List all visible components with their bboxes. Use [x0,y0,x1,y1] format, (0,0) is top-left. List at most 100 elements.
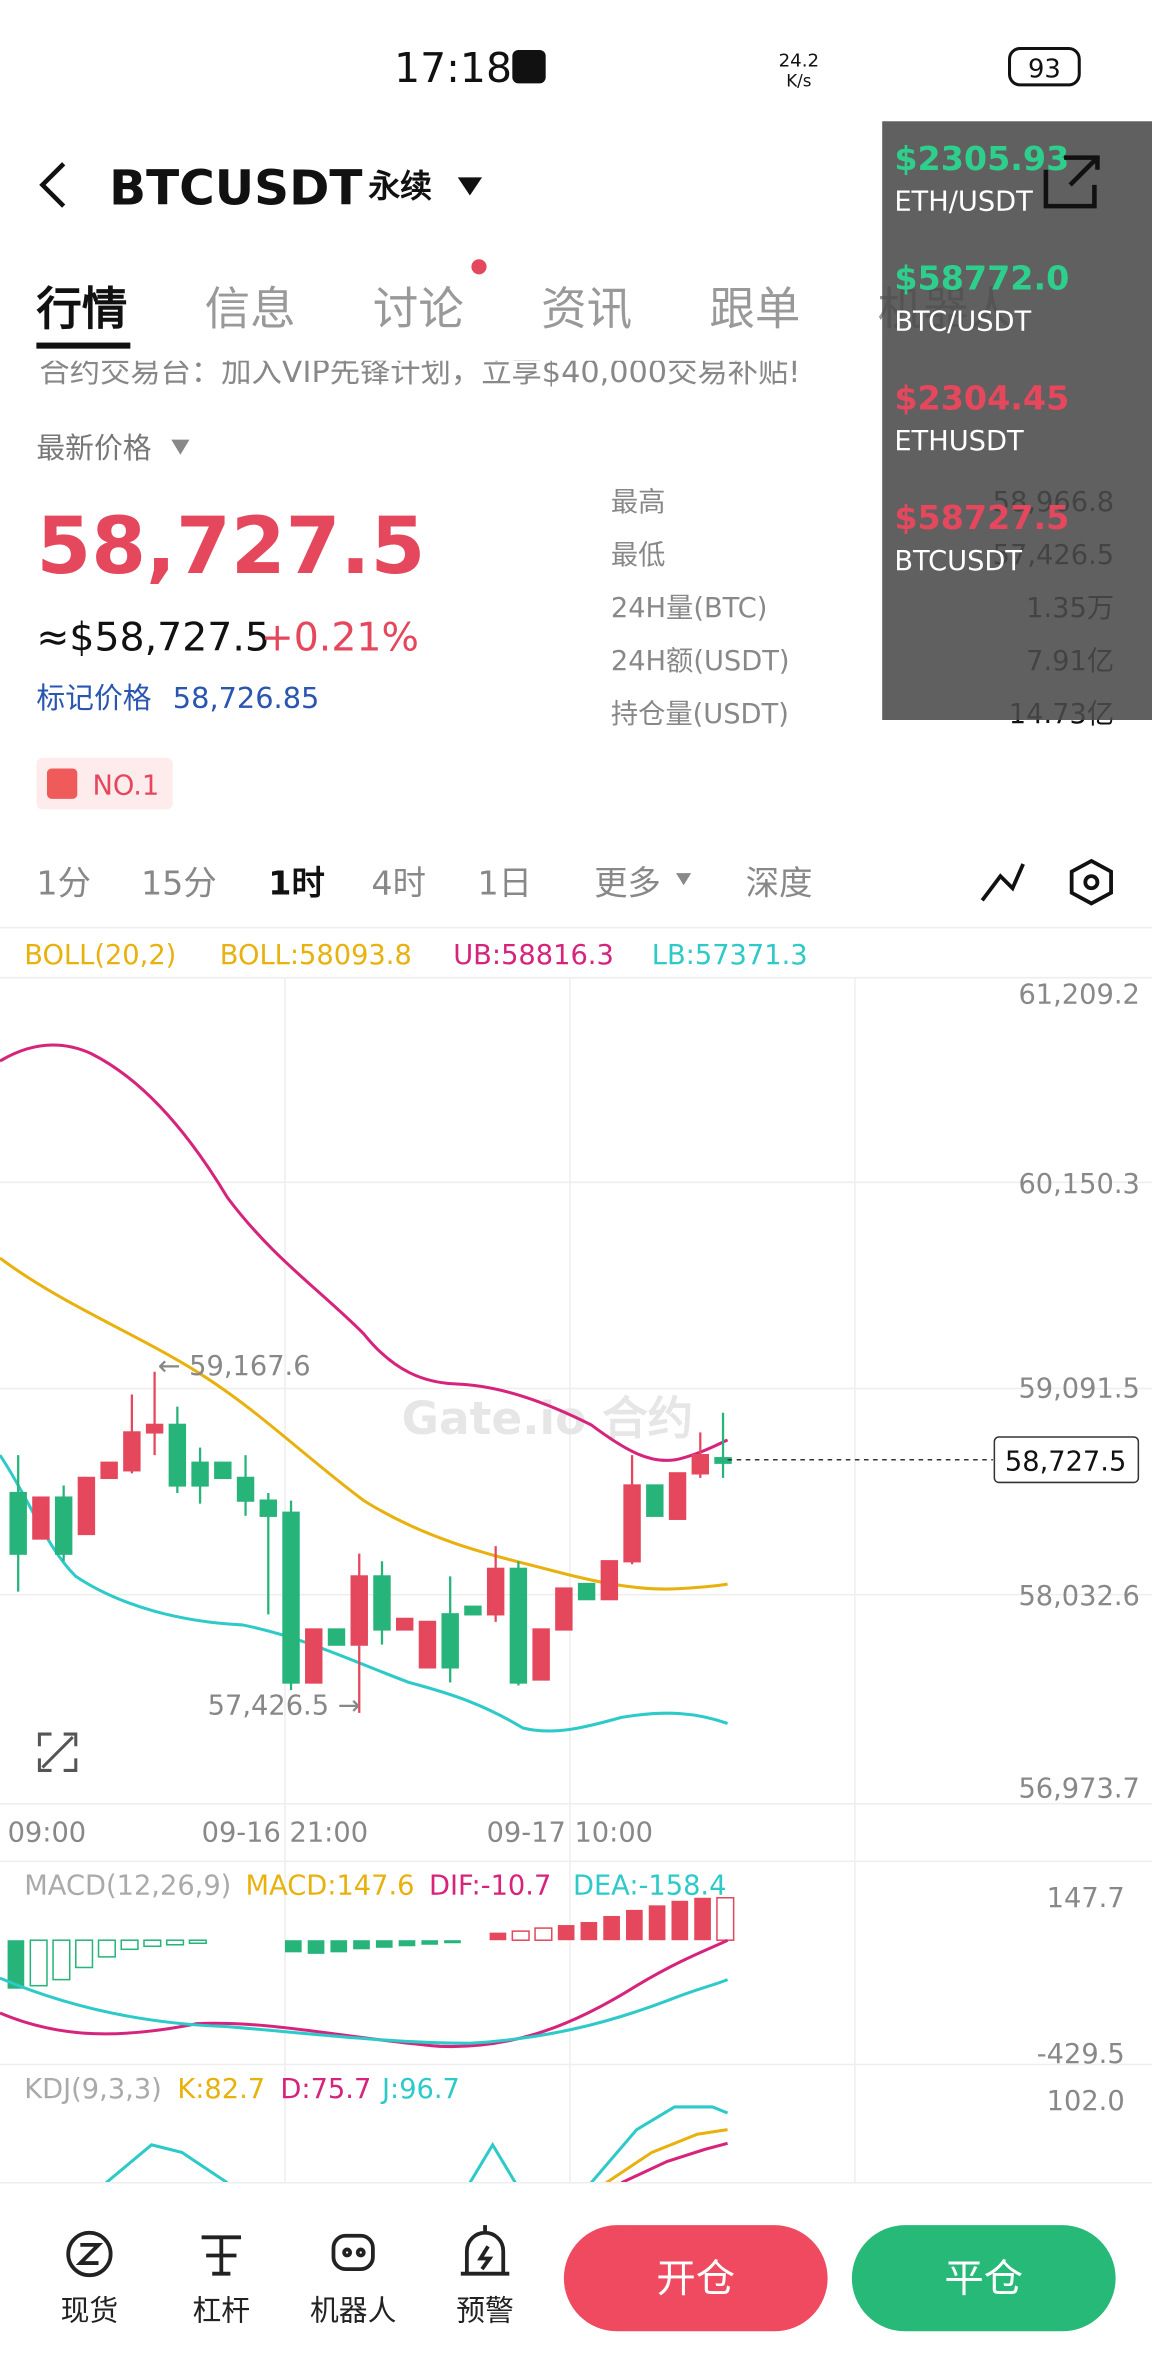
boll-label: LB:57371.3 [652,940,808,971]
interval[interactable]: 深度 [746,863,813,902]
status-time: 17:18 [394,44,512,92]
ticker-pair: BTC/USDT [894,306,1031,337]
macd-axis-label: -429.5 [1037,2039,1125,2070]
high-note: ← 59,167.6 [158,1351,311,1382]
settings-icon[interactable] [1069,858,1113,906]
current-price: 58,727.5 [1005,1446,1126,1477]
close-button[interactable] [851,2225,1116,2332]
candles [9,1371,732,1713]
tab[interactable]: 资讯 [541,282,632,335]
macd-label: MACD:147.6 [246,1871,415,1902]
net-unit: K/s [786,71,811,90]
stat-label: 最高 [611,487,666,518]
time-axis-label: 09:00 [8,1818,87,1849]
price-axis-label: 58,032.6 [1018,1581,1139,1612]
boll-upper [0,1043,729,1462]
kdj-d [620,2141,728,2185]
nav-label[interactable]: 预警 [456,2294,514,2328]
kdj-label: K:82.7 [177,2074,265,2105]
stat-label: 最低 [611,540,666,571]
kdj-label: D:75.7 [280,2074,371,2105]
tab[interactable]: 讨论 [373,282,464,335]
ticker-price: $2305.93 [894,139,1069,178]
battery [1008,46,1081,87]
macd-histogram [7,1897,735,1989]
tab-underline [36,342,131,349]
interval[interactable]: 1分 [36,863,91,902]
current-price-box [993,1436,1140,1484]
macd-dea [0,1976,729,2045]
price-change: +0.21% [261,614,419,660]
tab[interactable]: 信息 [205,282,296,335]
stat-label: 24H额(USDT) [611,646,790,677]
interval[interactable]: 1时 [268,863,325,902]
symbol-dropdown[interactable] [457,177,483,196]
time-axis-label: 09-16 21:00 [202,1818,368,1849]
indicator-icon[interactable] [980,863,1025,902]
nav-label[interactable]: 机器人 [310,2294,396,2328]
interval[interactable]: 15分 [141,863,217,902]
boll-mid [0,1256,728,1591]
kdj-label: J:96.7 [380,2074,460,2105]
ticker-pair: ETHUSDT [894,426,1024,457]
boll-lower [0,1454,729,1733]
ticker-price: $58772.0 [894,259,1069,298]
rank: NO.1 [92,770,159,801]
stat-label: 持仓量(USDT) [611,699,789,730]
tab[interactable]: 行情 [36,282,127,335]
fullscreen-icon[interactable] [37,1732,78,1772]
ticker-price: $2304.45 [894,378,1069,417]
mark-label: 标记价格 [36,681,151,715]
macd-label: MACD(12,26,9) [24,1871,231,1902]
ticker-pair: ETH/USDT [894,187,1033,218]
floating-ticker[interactable] [882,121,1152,720]
rank-icon [46,768,78,799]
watermark: Gate.io 合约 [402,1392,693,1445]
price-axis-label: 56,973.7 [1018,1774,1139,1805]
interval[interactable]: 4时 [371,863,426,902]
settings-icon-dot [1083,874,1100,891]
tab[interactable]: 跟单 [709,282,800,335]
nav-label[interactable]: 现货 [61,2294,119,2328]
back-button[interactable] [39,162,66,208]
kdj-axis-label: 102.0 [1047,2086,1125,2117]
mark-price: 58,726.85 [173,681,320,715]
kdj-j [105,2105,729,2184]
price-label: 最新价格 [36,431,151,465]
nav-label[interactable]: 杠杆 [193,2294,251,2328]
kdj-k [605,2128,728,2184]
open-label: 开仓 [656,2256,735,2302]
interval[interactable]: 更多 [594,863,661,902]
last-price: 58,727.5 [36,500,425,592]
kdj-label: KDJ(9,3,3) [24,2074,162,2105]
macd-label: DIF:-10.7 [429,1871,551,1902]
share-icon[interactable] [1043,155,1100,209]
macd-dif [0,1938,729,2049]
symbol[interactable]: BTCUSDT [109,161,362,217]
boll-label: BOLL(20,2) [24,940,176,971]
nav-icons [66,2225,510,2278]
low-note: 57,426.5 → [208,1690,361,1721]
more-dropdown[interactable] [676,873,692,886]
boll-label: BOLL:58093.8 [220,940,412,971]
tab-badge [471,259,487,275]
net-speed: 24.2 [779,51,819,72]
boll-label: UB:58816.3 [453,940,614,971]
stat-label: 24H量(BTC) [611,593,768,624]
interval[interactable]: 1日 [477,863,532,902]
price-axis-label: 59,091.5 [1018,1374,1139,1405]
banner[interactable]: 合约交易台：加入VIP先锋计划，立享$40,000交易补贴! [39,355,800,390]
open-button[interactable] [563,2225,828,2332]
price-dropdown[interactable] [171,439,190,455]
macd-axis-label: 147.7 [1047,1883,1125,1914]
contract-type: 永续 [368,167,432,205]
ticker-pair: BTCUSDT [894,546,1022,577]
price-axis-label: 61,209.2 [1018,979,1139,1010]
app-icon [512,50,546,84]
macd-label: DEA:-158.4 [573,1871,726,1902]
close-label: 平仓 [944,2256,1023,2302]
chart-grid [0,976,1152,2183]
battery-level: 93 [1028,54,1061,84]
